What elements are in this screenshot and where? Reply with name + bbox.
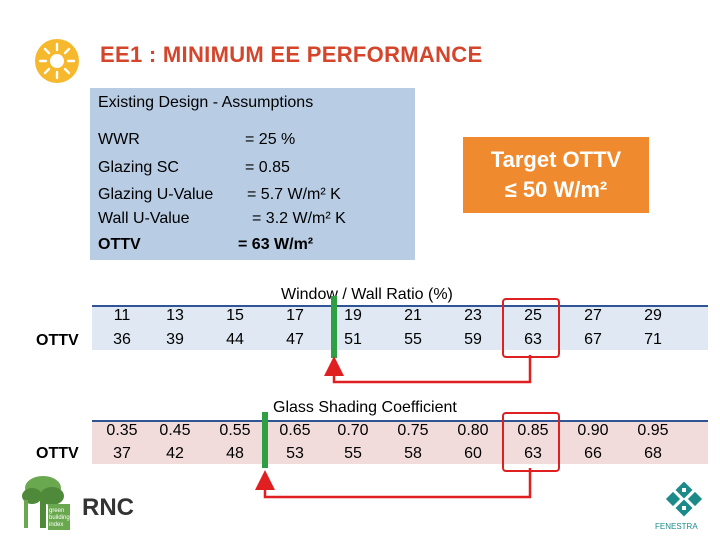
table1-ottv-cell: 59 — [464, 331, 482, 348]
table2-x-cell: 0.65 — [279, 422, 311, 439]
table1-ottv-cell: 36 — [113, 331, 131, 348]
assumption-value: = 0.85 — [245, 159, 290, 176]
table1-ottv-cell: 39 — [166, 331, 184, 348]
target-ottv-box: Target OTTV ≤ 50 W/m² — [463, 137, 649, 213]
assumption-value: = 25 % — [245, 131, 296, 148]
table2-x-cell: 0.55 — [219, 422, 251, 439]
table2-x-cell: 0.95 — [637, 422, 669, 439]
table2-ottv-cell: 42 — [166, 445, 184, 462]
fenestra-label: FENESTRA — [655, 522, 698, 531]
table2-ottv-cell: 53 — [286, 445, 304, 462]
sc-row-label: OTTV — [36, 445, 79, 462]
table1-ottv-cell: 44 — [226, 331, 244, 348]
table1-x-cell: 13 — [166, 307, 184, 324]
table2-ottv-cell: 58 — [404, 445, 422, 462]
assumption-value: = 3.2 W/m² K — [252, 210, 346, 227]
table1-x-cell: 25 — [524, 307, 542, 324]
green-building-index-logo: green building index — [22, 476, 70, 530]
table1-x-cell: 29 — [644, 307, 662, 324]
table2-ottv-cell: 60 — [464, 445, 482, 462]
target-line-1: Target OTTV — [490, 147, 622, 172]
table2-ottv-cell: 63 — [524, 445, 542, 462]
assumptions-panel: Existing Design - Assumptions WWR = 25 %… — [90, 88, 415, 260]
sc-table-band — [92, 420, 708, 464]
assumption-label: Glazing SC — [98, 159, 179, 176]
table2-x-cell: 0.85 — [517, 422, 549, 439]
table1-ottv-cell: 71 — [644, 331, 662, 348]
sun-icon — [35, 39, 79, 83]
table2-ottv-cell: 48 — [226, 445, 244, 462]
table1-x-cell: 15 — [226, 307, 244, 324]
table2-x-cell: 0.75 — [397, 422, 429, 439]
table2-x-cell: 0.70 — [337, 422, 369, 439]
page-title: EE1 : MINIMUM EE PERFORMANCE — [100, 42, 483, 67]
assumption-value: = 63 W/m² — [238, 236, 314, 253]
table2-ottv-cell: 66 — [584, 445, 602, 462]
svg-text:green: green — [49, 508, 64, 514]
table1-x-cell: 27 — [584, 307, 602, 324]
arrow-sc — [255, 468, 532, 499]
assumption-label: WWR — [98, 131, 140, 148]
assumption-value: = 5.7 W/m² K — [247, 186, 341, 203]
table1-ottv-cell: 67 — [584, 331, 602, 348]
table2-x-cell: 0.90 — [577, 422, 609, 439]
wwr-axis-label: Window / Wall Ratio (%) — [281, 286, 453, 303]
table1-ottv-cell: 63 — [524, 331, 542, 348]
table1-ottv-cell: 47 — [286, 331, 304, 348]
assumptions-heading: Existing Design - Assumptions — [98, 94, 314, 111]
assumption-label: Wall U-Value — [98, 210, 190, 227]
table2-ottv-cell: 37 — [113, 445, 131, 462]
table2-ottv-cell: 55 — [344, 445, 362, 462]
table1-ottv-cell: 55 — [404, 331, 422, 348]
svg-text:building: building — [49, 515, 70, 521]
table1-x-cell: 21 — [404, 307, 422, 324]
rnc-label: RNC — [82, 494, 134, 521]
table1-x-cell: 17 — [286, 307, 304, 324]
assumption-label: Glazing U-Value — [98, 186, 214, 203]
table1-x-cell: 11 — [113, 307, 131, 324]
target-wwr-marker — [331, 296, 337, 358]
target-line-2: ≤ 50 W/m² — [504, 177, 608, 202]
wwr-row-label: OTTV — [36, 332, 79, 349]
table1-x-cell: 19 — [344, 307, 362, 324]
table2-x-cell: 0.45 — [159, 422, 191, 439]
arrow-wwr — [324, 355, 532, 384]
assumption-label: OTTV — [98, 236, 141, 253]
table2-ottv-cell: 68 — [644, 445, 662, 462]
table1-ottv-cell: 51 — [344, 331, 362, 348]
table2-x-cell: 0.80 — [457, 422, 489, 439]
fenestra-logo — [665, 482, 703, 517]
target-sc-marker — [262, 412, 268, 468]
table2-x-cell: 0.35 — [106, 422, 138, 439]
svg-text:index: index — [49, 522, 63, 528]
sc-axis-label: Glass Shading Coefficient — [273, 399, 457, 416]
table1-x-cell: 23 — [464, 307, 482, 324]
wwr-table-band — [92, 305, 708, 350]
